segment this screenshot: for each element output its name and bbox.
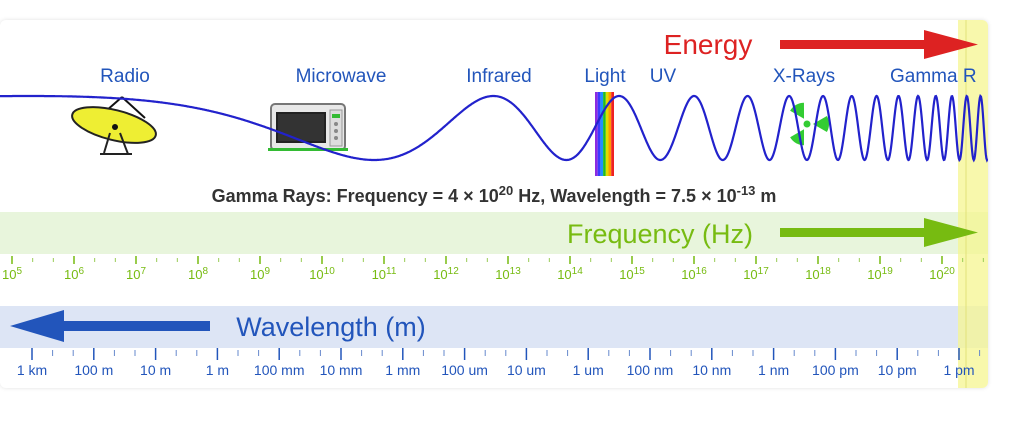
microwave-icon xyxy=(268,103,348,151)
wavelength-tick-label: 1 um xyxy=(573,362,604,378)
frequency-tick-label: 1015 xyxy=(619,266,645,282)
frequency-tick-label: 107 xyxy=(126,266,146,282)
wavelength-tick-label: 100 mm xyxy=(254,362,305,378)
frequency-tick-label: 1020 xyxy=(929,266,955,282)
wavelength-tick-label: 100 m xyxy=(74,362,113,378)
frequency-label: Frequency (Hz) xyxy=(567,219,753,249)
wavelength-tick-label: 10 um xyxy=(507,362,546,378)
band-label-infrared: Infrared xyxy=(466,66,531,87)
frequency-tick-label: 1019 xyxy=(867,266,893,282)
energy-arrow xyxy=(780,30,978,59)
wavelength-tick-label: 100 um xyxy=(441,362,488,378)
band-labels: Radio Microwave Infrared Light UV X-Rays… xyxy=(100,66,976,87)
band-label-light: Light xyxy=(584,66,626,87)
frequency-tick-label: 1018 xyxy=(805,266,831,282)
radio-dish-icon xyxy=(71,96,157,155)
frequency-tick-label: 1010 xyxy=(309,266,335,282)
band-label-uv: UV xyxy=(650,66,677,87)
wavelength-label: Wavelength (m) xyxy=(236,312,426,342)
energy-label: Energy xyxy=(664,29,753,60)
readout-text: Gamma Rays: Frequency = 4 × 1020 Hz, Wav… xyxy=(212,183,777,206)
wavelength-axis: 1 km 100 m 10 m 1 m 100 mm 10 mm 1 mm 100 um 10 … xyxy=(17,348,981,378)
selection-highlight[interactable] xyxy=(958,20,988,388)
frequency-tick-label: 1014 xyxy=(557,266,583,282)
frequency-tick-label: 105 xyxy=(2,266,22,282)
frequency-tick-label: 106 xyxy=(64,266,84,282)
wavelength-tick-label: 10 m xyxy=(140,362,171,378)
spectrum-diagram: Energy Radio Microwave Infrared Light UV… xyxy=(0,20,988,388)
frequency-tick-label: 108 xyxy=(188,266,208,282)
wavelength-tick-label: 1 mm xyxy=(385,362,420,378)
em-wave xyxy=(0,94,988,163)
wavelength-tick-label: 10 nm xyxy=(692,362,731,378)
wavelength-tick-label: 100 nm xyxy=(627,362,674,378)
wavelength-tick-label: 10 pm xyxy=(878,362,917,378)
wavelength-tick-label: 10 mm xyxy=(320,362,363,378)
frequency-axis: 105 106 107 108 109 1010 1011 1012 1013 1014 1015 1… xyxy=(2,256,984,282)
frequency-tick-label: 1017 xyxy=(743,266,769,282)
band-label-microwave: Microwave xyxy=(296,66,387,87)
frequency-tick-label: 1012 xyxy=(433,266,459,282)
frequency-tick-label: 1011 xyxy=(372,266,397,282)
band-label-radio: Radio xyxy=(100,66,150,87)
band-label-gamma: Gamma R xyxy=(890,66,977,87)
visible-light-strip xyxy=(595,92,614,176)
frequency-arrow xyxy=(780,218,978,247)
wavelength-tick-label: 100 pm xyxy=(812,362,859,378)
wavelength-tick-label: 1 m xyxy=(206,362,229,378)
wavelength-tick-label: 1 pm xyxy=(943,362,974,378)
frequency-tick-label: 1016 xyxy=(681,266,707,282)
frequency-tick-label: 109 xyxy=(250,266,270,282)
wavelength-arrow xyxy=(10,310,210,342)
frequency-tick-label: 1013 xyxy=(495,266,521,282)
wavelength-tick-label: 1 nm xyxy=(758,362,789,378)
band-label-xrays: X-Rays xyxy=(773,66,835,87)
wavelength-tick-label: 1 km xyxy=(17,362,47,378)
spectrum-card: Energy Radio Microwave Infrared Light UV… xyxy=(0,20,988,388)
